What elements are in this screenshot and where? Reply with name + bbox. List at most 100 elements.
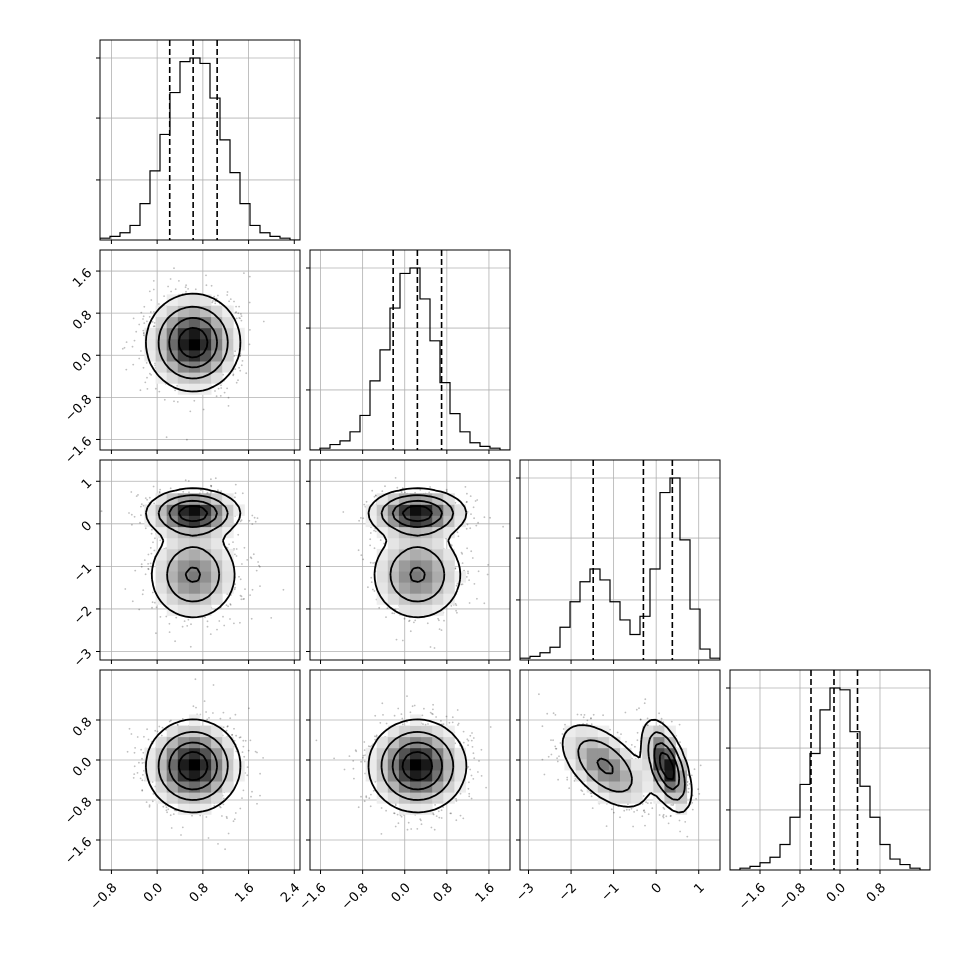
density-cell xyxy=(421,571,433,583)
scatter-point xyxy=(407,821,410,824)
axis-frame xyxy=(309,459,511,661)
scatter-point xyxy=(255,569,258,572)
scatter-point xyxy=(240,364,243,367)
scatter-point xyxy=(464,486,467,488)
density-cell xyxy=(200,571,212,583)
contour-line xyxy=(145,718,242,814)
scatter-point xyxy=(148,805,151,808)
scatter-point xyxy=(168,631,171,633)
density-cell xyxy=(432,582,444,594)
scatter-point xyxy=(400,491,403,494)
scatter-point xyxy=(144,381,147,384)
density-cell xyxy=(211,781,223,793)
scatter-point xyxy=(232,374,235,377)
density-cell xyxy=(177,582,190,594)
scatter-point xyxy=(408,620,410,623)
density-cell xyxy=(166,361,179,373)
contour-line xyxy=(380,494,455,603)
scatter-point xyxy=(153,322,156,324)
scatter-point xyxy=(476,499,479,501)
density-cell xyxy=(166,537,179,550)
scatter-point xyxy=(235,555,238,557)
scatter-point xyxy=(455,584,458,587)
density-cell xyxy=(155,361,168,373)
density-cell xyxy=(188,537,201,550)
scatter-point xyxy=(152,793,155,795)
density-cell xyxy=(211,350,223,362)
scatter-point xyxy=(200,489,202,492)
hist-panel-2 xyxy=(516,459,721,664)
scatter-point xyxy=(373,495,376,498)
scatter-point xyxy=(156,730,159,733)
contour-lines xyxy=(145,718,242,814)
scatter-point xyxy=(222,726,225,729)
scatter-point xyxy=(211,301,214,304)
scatter-point xyxy=(135,495,138,497)
scatter-point xyxy=(153,549,156,552)
density-cell xyxy=(188,526,201,539)
scatter-point xyxy=(256,751,258,754)
density-cell xyxy=(454,504,466,516)
density-cell xyxy=(188,350,201,362)
contour-line xyxy=(391,499,443,583)
scatter-point xyxy=(409,711,412,714)
scatter-point xyxy=(227,832,230,835)
scatter-point xyxy=(234,492,237,494)
scatter-point xyxy=(241,492,244,495)
scatter-point xyxy=(367,586,369,589)
density-cell xyxy=(166,338,179,351)
density-cell xyxy=(155,493,168,505)
scatter-point xyxy=(254,520,257,523)
scatter-point xyxy=(205,284,208,287)
scatter-point xyxy=(477,570,480,573)
scatter-point xyxy=(429,486,431,488)
scatter-point xyxy=(100,510,103,513)
scatter-point xyxy=(229,603,232,605)
density-cell xyxy=(166,758,179,771)
scatter-point xyxy=(239,317,242,320)
scatter-point xyxy=(242,745,245,748)
y-tick-label: −1.6 xyxy=(62,835,95,868)
density-cell xyxy=(188,571,201,583)
scatter-point xyxy=(204,616,206,619)
density-cell xyxy=(421,504,433,516)
contour-lines xyxy=(145,292,242,393)
scatter-point xyxy=(240,598,243,601)
axis-frame xyxy=(99,669,301,871)
scatter-point xyxy=(231,733,234,736)
scatter-point xyxy=(438,628,441,630)
density-cell xyxy=(410,560,422,572)
density-cell xyxy=(166,604,179,616)
scatter-point xyxy=(487,564,489,566)
density-cell xyxy=(155,305,168,318)
density-cell xyxy=(166,294,179,306)
scatter-point xyxy=(363,503,366,506)
density-cell xyxy=(398,548,411,561)
density-cell xyxy=(177,316,190,329)
density-cell xyxy=(410,548,422,561)
axis-frame xyxy=(309,249,511,451)
scatter-point xyxy=(150,552,153,555)
scatter-point xyxy=(153,311,155,313)
scatter-point xyxy=(229,618,231,620)
scatter-point xyxy=(125,368,128,371)
scatter-point xyxy=(238,366,241,369)
scatter-point xyxy=(146,728,149,731)
scatter-point xyxy=(146,388,149,390)
density-cell xyxy=(166,515,179,528)
scatter-point xyxy=(151,321,154,323)
scatter-point xyxy=(170,719,172,722)
scatter-point xyxy=(234,812,237,814)
density-cell xyxy=(410,493,422,505)
scatter-point xyxy=(190,623,192,626)
scatter-point xyxy=(240,319,243,322)
scatter-point xyxy=(466,492,468,495)
scatter-point xyxy=(144,497,147,499)
density-cell xyxy=(200,548,212,561)
density-cell xyxy=(177,560,190,572)
scatter-point xyxy=(141,762,144,764)
scatter-point xyxy=(460,551,463,554)
scatter-point xyxy=(470,513,472,515)
density-cell xyxy=(200,305,212,318)
scatter-point xyxy=(182,490,185,493)
